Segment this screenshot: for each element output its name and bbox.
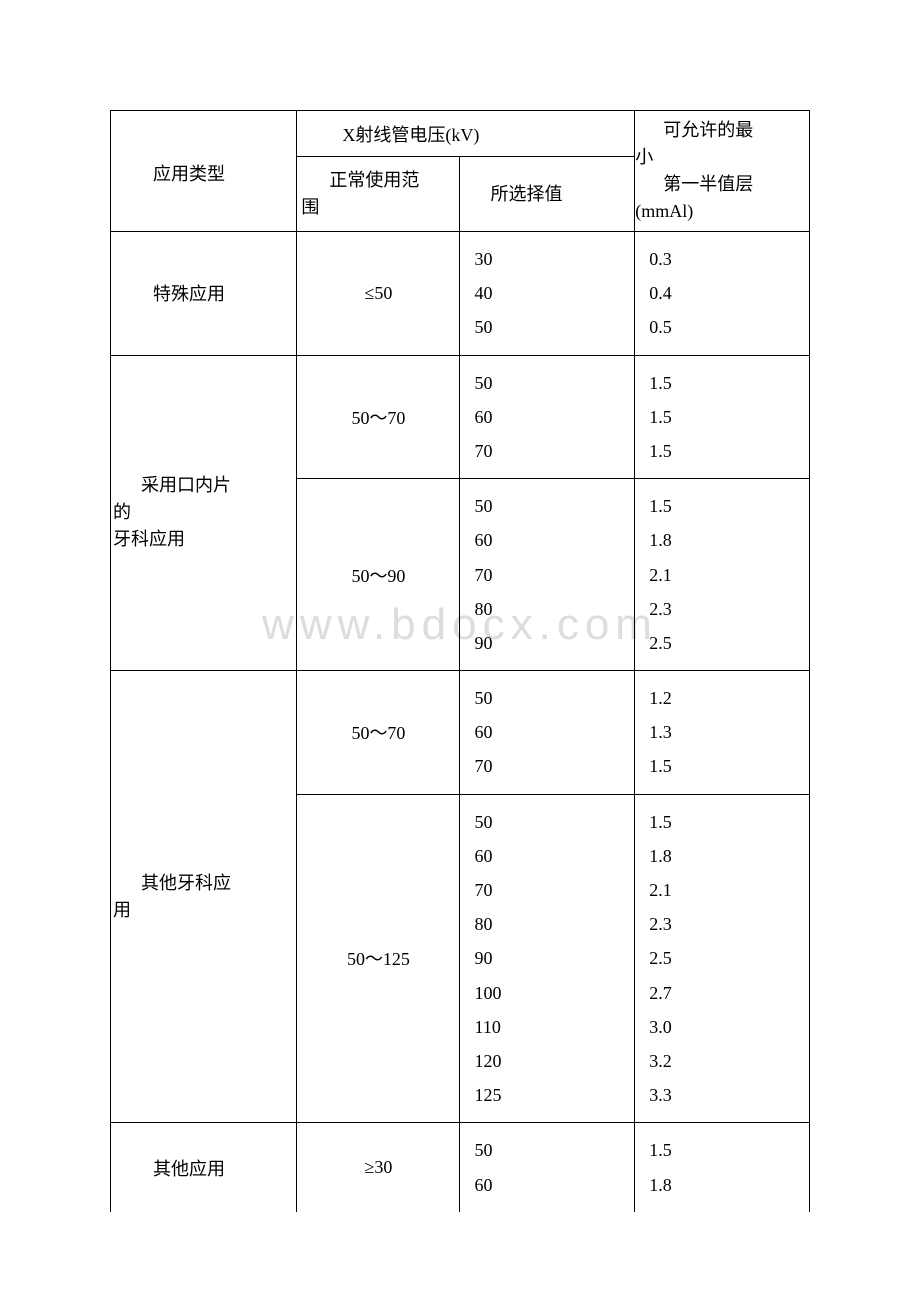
hvl: 1.5 xyxy=(649,749,795,783)
val: 110 xyxy=(474,1010,620,1044)
label-special: 特殊应用 xyxy=(111,232,297,356)
val: 60 xyxy=(474,839,620,873)
values-otherdental-2: 50 60 70 80 90 100 110 120 125 xyxy=(460,794,635,1123)
values-other: 50 60 xyxy=(460,1123,635,1212)
header-selected-value: 所选择值 xyxy=(460,157,635,232)
row-other: 其他应用 ≥30 50 60 1.5 1.8 xyxy=(111,1123,810,1212)
hvl: 0.4 xyxy=(649,276,795,310)
val: 60 xyxy=(474,523,620,557)
val: 40 xyxy=(474,276,620,310)
hvl: 1.5 xyxy=(649,400,795,434)
hvl: 2.5 xyxy=(649,941,795,975)
otherdental-l1: 其他牙科应 xyxy=(113,870,286,897)
val: 50 xyxy=(474,1133,620,1167)
hvl-line4: (mmAl) xyxy=(635,198,805,225)
header-min-hvl: 可允许的最 小 第一半值层 (mmAl) xyxy=(635,111,810,232)
val: 125 xyxy=(474,1078,620,1112)
range-intraoral-1: 50～70 xyxy=(297,355,460,479)
values-intraoral-2: 50 60 70 80 90 xyxy=(460,479,635,671)
hvl: 2.3 xyxy=(649,592,795,626)
hvl: 3.2 xyxy=(649,1044,795,1078)
row-intraoral-g1: 采用口内片 的 牙科应用 50～70 50 60 70 1.5 1.5 1.5 xyxy=(111,355,810,479)
hvl: 1.8 xyxy=(649,523,795,557)
intraoral-l2: 的 xyxy=(113,499,286,526)
hvl-line1: 可允许的最 xyxy=(635,117,805,144)
hvl: 1.2 xyxy=(649,681,795,715)
val: 70 xyxy=(474,873,620,907)
header-application-type: 应用类型 xyxy=(111,111,297,232)
otherdental-l2: 用 xyxy=(113,897,286,924)
hvl-other: 1.5 1.8 xyxy=(635,1123,810,1212)
val: 70 xyxy=(474,749,620,783)
range-other: ≥30 xyxy=(297,1123,460,1212)
range-otherdental-1: 50～70 xyxy=(297,671,460,795)
row-otherdental-g1: 其他牙科应 用 50～70 50 60 70 1.2 1.3 1.5 xyxy=(111,671,810,795)
val: 60 xyxy=(474,715,620,749)
hvl-table-container: 应用类型 X射线管电压(kV) 可允许的最 小 第一半值层 (mmAl) 正常使… xyxy=(110,110,810,1212)
val: 50 xyxy=(474,681,620,715)
hvl: 1.5 xyxy=(649,366,795,400)
hvl-table: 应用类型 X射线管电压(kV) 可允许的最 小 第一半值层 (mmAl) 正常使… xyxy=(110,110,810,1212)
hvl-otherdental-2: 1.5 1.8 2.1 2.3 2.5 2.7 3.0 3.2 3.3 xyxy=(635,794,810,1123)
val: 70 xyxy=(474,558,620,592)
val: 70 xyxy=(474,434,620,468)
hvl: 1.3 xyxy=(649,715,795,749)
range-otherdental-2: 50～125 xyxy=(297,794,460,1123)
hvl: 3.3 xyxy=(649,1078,795,1112)
range-line1: 正常使用范 xyxy=(301,167,449,194)
values-otherdental-1: 50 60 70 xyxy=(460,671,635,795)
label-other: 其他应用 xyxy=(111,1123,297,1212)
val: 50 xyxy=(474,310,620,344)
val: 50 xyxy=(474,489,620,523)
val: 50 xyxy=(474,366,620,400)
val: 30 xyxy=(474,242,620,276)
val: 80 xyxy=(474,907,620,941)
hvl: 2.1 xyxy=(649,873,795,907)
val: 50 xyxy=(474,805,620,839)
hvl: 2.1 xyxy=(649,558,795,592)
hvl-line3: 第一半值层 xyxy=(635,171,805,198)
values-intraoral-1: 50 60 70 xyxy=(460,355,635,479)
hvl-intraoral-1: 1.5 1.5 1.5 xyxy=(635,355,810,479)
hvl: 1.5 xyxy=(649,489,795,523)
row-special: 特殊应用 ≤50 30 40 50 0.3 0.4 0.5 xyxy=(111,232,810,356)
val: 120 xyxy=(474,1044,620,1078)
val: 60 xyxy=(474,1168,620,1202)
hvl-otherdental-1: 1.2 1.3 1.5 xyxy=(635,671,810,795)
hvl: 2.5 xyxy=(649,626,795,660)
hvl: 2.3 xyxy=(649,907,795,941)
val: 90 xyxy=(474,626,620,660)
val: 100 xyxy=(474,976,620,1010)
val: 90 xyxy=(474,941,620,975)
hvl: 1.8 xyxy=(649,839,795,873)
header-row-1: 应用类型 X射线管电压(kV) 可允许的最 小 第一半值层 (mmAl) xyxy=(111,111,810,157)
hvl: 1.5 xyxy=(649,1133,795,1167)
hvl-line2: 小 xyxy=(635,144,805,171)
intraoral-l3: 牙科应用 xyxy=(113,526,286,553)
hvl-intraoral-2: 1.5 1.8 2.1 2.3 2.5 xyxy=(635,479,810,671)
values-special: 30 40 50 xyxy=(460,232,635,356)
hvl: 2.7 xyxy=(649,976,795,1010)
hvl: 0.5 xyxy=(649,310,795,344)
hvl: 3.0 xyxy=(649,1010,795,1044)
intraoral-l1: 采用口内片 xyxy=(113,472,286,499)
val: 60 xyxy=(474,400,620,434)
header-normal-range: 正常使用范 围 xyxy=(297,157,460,232)
range-special: ≤50 xyxy=(297,232,460,356)
val: 80 xyxy=(474,592,620,626)
hvl-special: 0.3 0.4 0.5 xyxy=(635,232,810,356)
hvl: 1.8 xyxy=(649,1168,795,1202)
hvl: 1.5 xyxy=(649,805,795,839)
range-line2: 围 xyxy=(301,194,449,221)
header-tube-voltage: X射线管电压(kV) xyxy=(297,111,635,157)
hvl: 1.5 xyxy=(649,434,795,468)
hvl: 0.3 xyxy=(649,242,795,276)
label-intraoral: 采用口内片 的 牙科应用 xyxy=(111,355,297,671)
range-intraoral-2: 50～90 xyxy=(297,479,460,671)
label-otherdental: 其他牙科应 用 xyxy=(111,671,297,1123)
